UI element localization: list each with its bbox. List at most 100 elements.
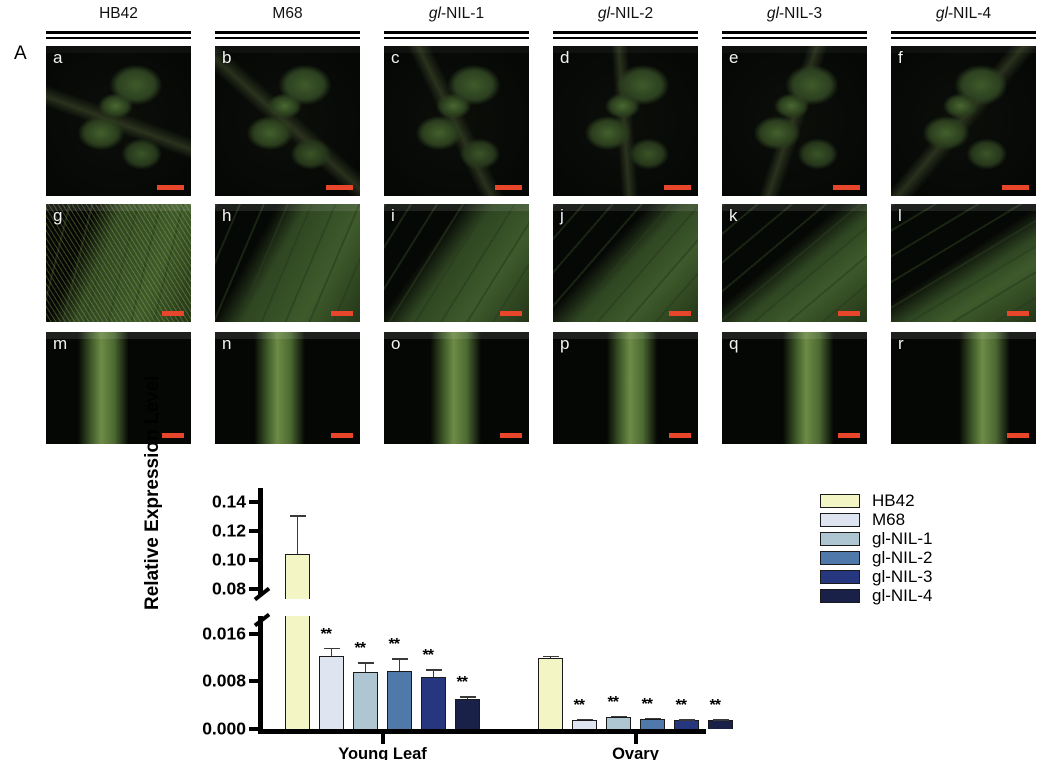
legend-label: HB42	[872, 491, 915, 510]
micrograph-label-j: j	[560, 206, 564, 225]
micrograph-label-n: n	[222, 334, 232, 353]
column-rule	[891, 31, 1036, 34]
gene-symbol: gl	[766, 5, 779, 22]
micrograph-n: n	[215, 332, 360, 444]
micrograph-d: d	[553, 46, 698, 196]
error-bar-cap	[357, 661, 374, 664]
micrograph-g: g	[46, 204, 191, 322]
micrograph-j: j	[553, 204, 698, 322]
bar-gl-nil-2-young-leaf	[387, 671, 412, 729]
scale-bar	[500, 433, 522, 438]
image-metadata-strip	[215, 204, 360, 211]
micrograph-image	[384, 46, 529, 196]
bar-gl-nil-2-ovary	[640, 719, 665, 729]
bar-gl-nil-4-ovary	[708, 720, 733, 729]
image-metadata-strip	[215, 46, 360, 53]
micrograph-o: o	[384, 332, 529, 444]
image-metadata-strip	[384, 204, 529, 211]
image-metadata-strip	[215, 332, 360, 339]
micrograph-f: f	[891, 46, 1036, 196]
error-bar-cap	[323, 647, 340, 650]
micrograph-label-a: a	[53, 48, 63, 67]
micrograph-p: p	[553, 332, 698, 444]
micrograph-label-b: b	[222, 48, 232, 67]
y-tick-label: 0.10	[211, 549, 246, 570]
micrograph-image	[46, 332, 191, 444]
image-metadata-strip	[722, 332, 867, 339]
micrograph-label-p: p	[560, 334, 570, 353]
micrograph-image	[46, 46, 191, 196]
scale-bar	[838, 311, 860, 316]
micrograph-image	[215, 204, 360, 322]
bar-gl-nil-3-young-leaf	[421, 676, 446, 729]
error-bar-cap	[610, 715, 627, 718]
error-bar	[296, 515, 299, 555]
y-tick-label: 0.12	[211, 520, 246, 541]
micrograph-label-e: e	[729, 48, 739, 67]
scale-bar	[833, 185, 860, 190]
bar-m68-ovary	[572, 719, 597, 729]
micrograph-q: q	[722, 332, 867, 444]
micrograph-c: c	[384, 46, 529, 196]
bar-hb42-ovary	[538, 657, 563, 729]
micrograph-label-l: l	[898, 206, 902, 225]
column-rule-secondary	[553, 37, 698, 39]
y-tick	[249, 558, 261, 562]
legend-swatch	[820, 570, 860, 584]
bar-gl-nil-3-ovary	[674, 720, 699, 729]
significance-marker: **	[354, 639, 366, 657]
error-bar-cap	[289, 515, 306, 518]
x-axis-tick	[380, 734, 385, 744]
gene-symbol: gl	[428, 5, 441, 22]
significance-marker: **	[641, 695, 653, 713]
image-metadata-strip	[553, 204, 698, 211]
column-rule	[215, 31, 360, 34]
significance-marker: **	[573, 696, 585, 714]
micrograph-image	[722, 46, 867, 196]
column-rule-secondary	[891, 37, 1036, 39]
column-header-gl-nil-4: gl-NIL-4	[935, 5, 992, 22]
micrograph-label-k: k	[729, 206, 738, 225]
scale-bar	[1007, 311, 1029, 316]
legend-label: gl-NIL-4	[872, 586, 933, 605]
y-axis-lower-segment	[258, 616, 263, 731]
column-rule-secondary	[215, 37, 360, 39]
image-metadata-strip	[46, 46, 191, 53]
micrograph-image	[215, 332, 360, 444]
significance-marker: **	[320, 625, 332, 643]
bar-hb42-young-leaf	[285, 554, 310, 599]
error-bar	[398, 658, 401, 671]
gene-symbol: gl	[597, 5, 610, 22]
error-bar-cap	[459, 695, 476, 698]
significance-marker: **	[607, 693, 619, 711]
y-tick-label: 0.016	[202, 623, 246, 644]
micrograph-r: r	[891, 332, 1036, 444]
micrograph-label-f: f	[898, 48, 903, 67]
legend-label: gl-NIL-3	[872, 567, 933, 586]
error-bar	[432, 669, 435, 677]
column-rule	[553, 31, 698, 34]
y-tick	[249, 727, 261, 731]
bar-hb42-young-leaf-lower	[285, 616, 310, 729]
y-tick	[249, 631, 261, 636]
error-bar-cap	[425, 669, 442, 672]
micrograph-image	[891, 46, 1036, 196]
micrograph-label-r: r	[898, 334, 904, 353]
column-header-m68: M68	[272, 5, 303, 22]
x-axis-line	[258, 729, 706, 734]
panel-b: B Relative Expression Level 0.080.100.12…	[0, 376, 1050, 760]
legend-label: gl-NIL-2	[872, 548, 933, 567]
scale-bar	[495, 185, 522, 190]
legend-label: M68	[872, 510, 906, 529]
image-metadata-strip	[46, 204, 191, 211]
column-rule	[722, 31, 867, 34]
significance-marker: **	[422, 647, 434, 665]
column-rule	[46, 31, 191, 34]
legend-label: gl-NIL-1	[872, 529, 933, 548]
scale-bar	[664, 185, 691, 190]
micrograph-image	[46, 204, 191, 322]
column-rule	[384, 31, 529, 34]
micrograph-l: l	[891, 204, 1036, 322]
micrograph-i: i	[384, 204, 529, 322]
panel-a-letter: A	[14, 43, 27, 64]
